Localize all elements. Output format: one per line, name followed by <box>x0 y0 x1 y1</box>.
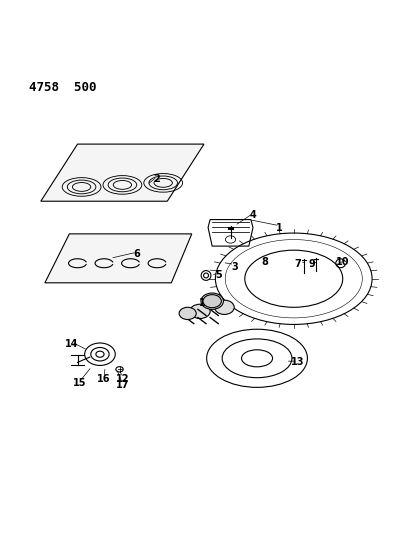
Text: 4: 4 <box>250 211 256 221</box>
Text: 5: 5 <box>215 270 222 280</box>
Text: 15: 15 <box>73 378 86 388</box>
Text: 7: 7 <box>295 260 301 270</box>
Text: 2: 2 <box>154 174 160 184</box>
Text: 4758  500: 4758 500 <box>29 81 96 94</box>
Text: 6: 6 <box>133 249 140 259</box>
Text: 3: 3 <box>231 262 238 271</box>
Text: 14: 14 <box>64 339 78 349</box>
Ellipse shape <box>203 295 221 308</box>
Text: 10: 10 <box>336 257 350 268</box>
Text: 17: 17 <box>115 380 129 390</box>
Text: 16: 16 <box>97 374 111 384</box>
Ellipse shape <box>190 304 210 319</box>
Text: 13: 13 <box>291 358 305 367</box>
Ellipse shape <box>201 293 224 309</box>
Text: 9: 9 <box>309 260 315 270</box>
Text: 11: 11 <box>199 298 213 308</box>
Polygon shape <box>41 144 204 201</box>
Text: 1: 1 <box>276 223 283 233</box>
Text: 8: 8 <box>262 257 268 268</box>
Polygon shape <box>45 234 192 283</box>
Text: 12: 12 <box>115 374 129 384</box>
Ellipse shape <box>179 308 196 320</box>
Ellipse shape <box>215 300 234 314</box>
